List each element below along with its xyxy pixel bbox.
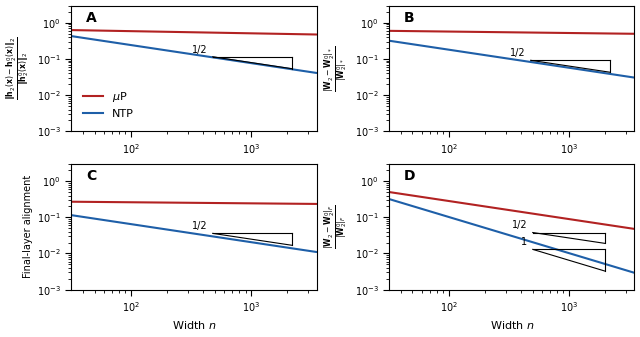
Text: A: A xyxy=(86,10,97,25)
Y-axis label: $\frac{|\mathbf{W}_2 - \mathbf{W}_2^0|_F}{|\mathbf{W}_2^0|_F}$: $\frac{|\mathbf{W}_2 - \mathbf{W}_2^0|_F… xyxy=(323,204,349,249)
Y-axis label: $\frac{\|\mathbf{h}_2(\mathbf{x}) - \mathbf{h}_2^0(\mathbf{x})\|_2}{\|\mathbf{h}: $\frac{\|\mathbf{h}_2(\mathbf{x}) - \mat… xyxy=(6,36,31,100)
Y-axis label: Final-layer alignment: Final-layer alignment xyxy=(22,175,33,278)
Text: 1/2: 1/2 xyxy=(511,220,527,230)
X-axis label: Width $n$: Width $n$ xyxy=(490,319,534,332)
Text: 1/2: 1/2 xyxy=(191,221,207,231)
Text: 1: 1 xyxy=(521,237,527,247)
Legend: $\mu$P, NTP: $\mu$P, NTP xyxy=(77,83,141,126)
Text: 1/2: 1/2 xyxy=(191,44,207,55)
Text: B: B xyxy=(404,10,415,25)
Text: 1/2: 1/2 xyxy=(509,48,525,58)
Text: C: C xyxy=(86,169,96,183)
Y-axis label: $\frac{|\mathbf{W}_2 - \mathbf{W}_2^0|_*}{|\mathbf{W}_2^0|_*}$: $\frac{|\mathbf{W}_2 - \mathbf{W}_2^0|_*… xyxy=(323,45,349,92)
X-axis label: Width $n$: Width $n$ xyxy=(172,319,216,332)
Text: D: D xyxy=(404,169,415,183)
